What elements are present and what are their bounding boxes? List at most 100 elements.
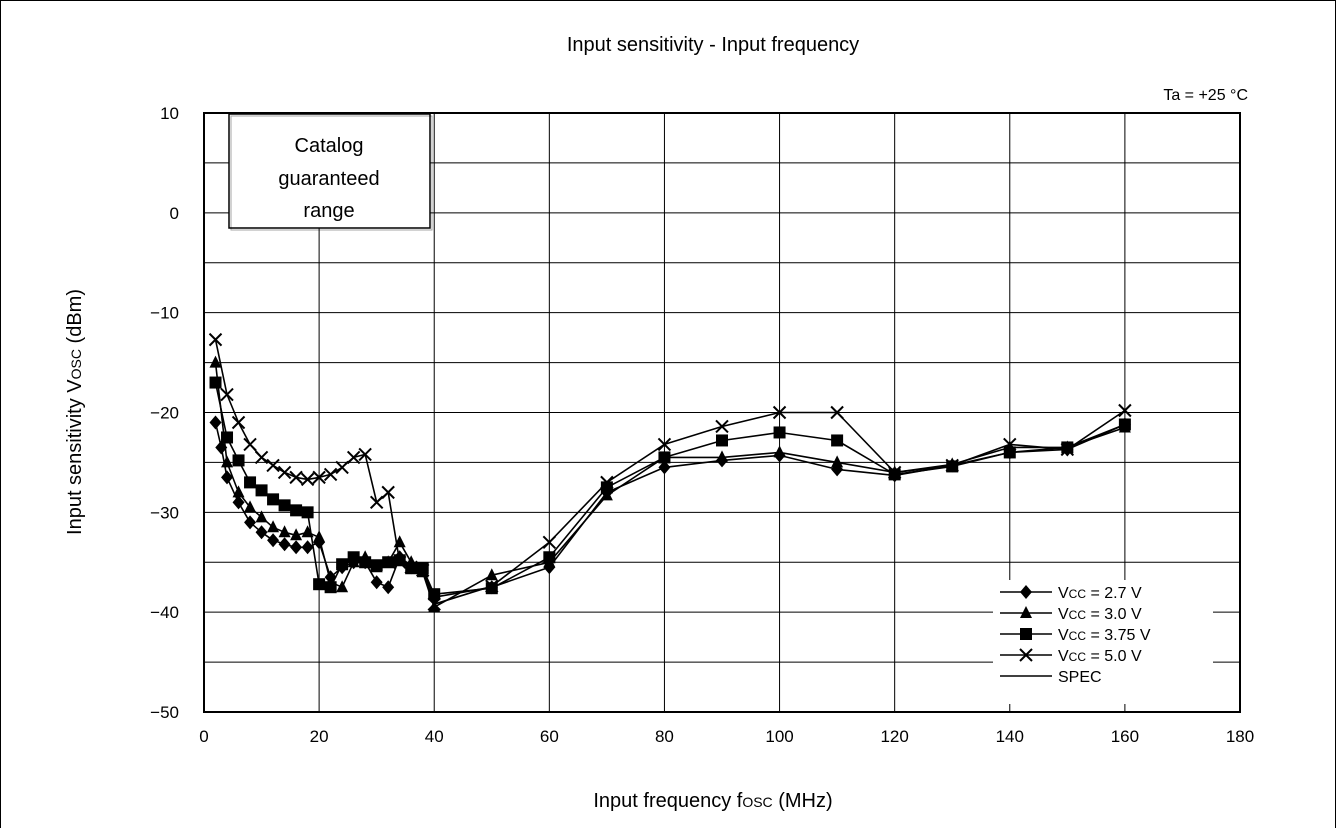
data-point-square <box>313 578 326 591</box>
data-point-triangle <box>255 510 268 523</box>
x-tick-label: 20 <box>310 727 329 746</box>
legend: VCC = 2.7 V VCC = 3.0 V VCC = 3.75 V VCC = … <box>993 580 1213 704</box>
data-point-diamond <box>232 495 245 510</box>
data-point-diamond <box>209 415 222 430</box>
data-point-diamond <box>1020 585 1032 599</box>
ticks-layer: 0 20 40 60 80 100 120 140 160 180 −50 −40 −30 −20 −10 0… <box>150 104 1254 746</box>
legend-label: VCC = 5.0 V <box>1058 648 1142 665</box>
x-axis-label: Input frequency fOSC (MHz) <box>593 790 832 812</box>
annotation-line-1: Catalog <box>295 135 364 157</box>
data-point-square <box>301 506 314 519</box>
data-point-x <box>542 535 557 549</box>
data-point-square <box>232 454 245 467</box>
data-point-x <box>1019 648 1033 662</box>
condition-label: Ta = +25 °C <box>1163 87 1248 104</box>
data-point-square <box>290 504 303 517</box>
y-tick-label: −50 <box>150 703 179 722</box>
data-point-x <box>266 458 280 473</box>
data-point-x <box>887 465 902 480</box>
data-point-x <box>657 437 672 452</box>
legend-background <box>993 580 1213 704</box>
data-point-triangle <box>600 488 613 501</box>
data-point-square <box>888 468 901 481</box>
y-tick-label: −20 <box>150 404 179 423</box>
data-point-x <box>1060 442 1075 457</box>
data-point-x <box>369 495 384 510</box>
data-point-x <box>300 472 315 487</box>
annotation-box: Catalog guaranteed range <box>228 113 433 231</box>
data-point-square <box>485 582 498 595</box>
x-tick-label: 120 <box>880 727 908 746</box>
data-point-x <box>254 450 269 465</box>
data-point-x <box>208 332 223 347</box>
data-point-square <box>1020 628 1032 640</box>
data-point-diamond <box>382 580 395 595</box>
x-tick-label: 100 <box>765 727 793 746</box>
data-point-x <box>1118 403 1132 418</box>
data-point-square <box>831 434 844 447</box>
data-point-diamond <box>301 540 314 555</box>
x-tick-label: 180 <box>1226 727 1254 746</box>
data-point-x <box>416 563 430 577</box>
series-line <box>214 362 1126 609</box>
legend-label: VCC = 3.0 V <box>1058 606 1142 623</box>
data-point-triangle <box>313 530 326 543</box>
data-point-triangle <box>831 455 844 468</box>
x-tick-label: 80 <box>655 727 674 746</box>
data-point-x <box>346 450 361 465</box>
data-point-square <box>221 431 234 444</box>
data-point-square <box>336 558 349 571</box>
data-point-square <box>1118 418 1131 431</box>
y-tick-label: −30 <box>150 503 179 522</box>
data-point-diamond <box>658 460 671 475</box>
data-point-diamond <box>290 540 303 555</box>
legend-label: VCC = 2.7 V <box>1058 585 1142 602</box>
data-point-square <box>1003 446 1016 459</box>
data-point-triangle <box>267 520 280 533</box>
data-point-square <box>658 451 671 464</box>
data-point-square <box>267 493 280 506</box>
data-point-triangle <box>773 445 786 458</box>
data-point-x <box>231 415 246 430</box>
data-point-diamond <box>267 533 280 548</box>
data-point-triangle <box>221 455 234 468</box>
data-point-x <box>427 597 441 611</box>
data-point-x <box>323 467 338 482</box>
x-tick-label: 0 <box>199 727 208 746</box>
data-point-square <box>382 556 395 569</box>
data-point-triangle <box>485 568 498 581</box>
plot-border <box>203 112 1241 713</box>
y-tick-label: 0 <box>170 204 179 223</box>
x-tick-label: 140 <box>996 727 1024 746</box>
legend-label: SPEC <box>1058 669 1102 686</box>
data-point-diamond <box>278 537 291 552</box>
data-point-square <box>255 484 268 497</box>
series-1 <box>209 355 1131 613</box>
y-tick-label: −10 <box>150 304 179 323</box>
data-point-x <box>381 485 395 500</box>
data-point-x <box>358 447 372 462</box>
data-point-diamond <box>255 525 268 540</box>
data-point-x <box>335 460 349 475</box>
y-tick-label: −40 <box>150 603 179 622</box>
data-point-square <box>244 476 257 489</box>
y-tick-label: 10 <box>160 104 179 123</box>
data-point-triangle <box>336 580 349 593</box>
data-point-x <box>945 458 959 473</box>
data-point-square <box>278 499 291 512</box>
data-point-square <box>347 551 360 564</box>
y-axis-label: Input sensitivity VOSC (dBm) <box>64 289 86 535</box>
data-point-triangle <box>290 528 303 541</box>
data-point-x <box>243 437 257 452</box>
series-3 <box>208 332 1132 611</box>
data-point-triangle <box>716 450 728 463</box>
data-point-x <box>289 470 303 485</box>
data-point-x <box>392 555 407 569</box>
data-point-x <box>404 560 418 574</box>
chart-title: Input sensitivity - Input frequency <box>567 34 859 56</box>
data-point-x <box>600 475 614 490</box>
annotation-line-3: range <box>303 200 354 222</box>
data-point-square <box>324 581 337 594</box>
